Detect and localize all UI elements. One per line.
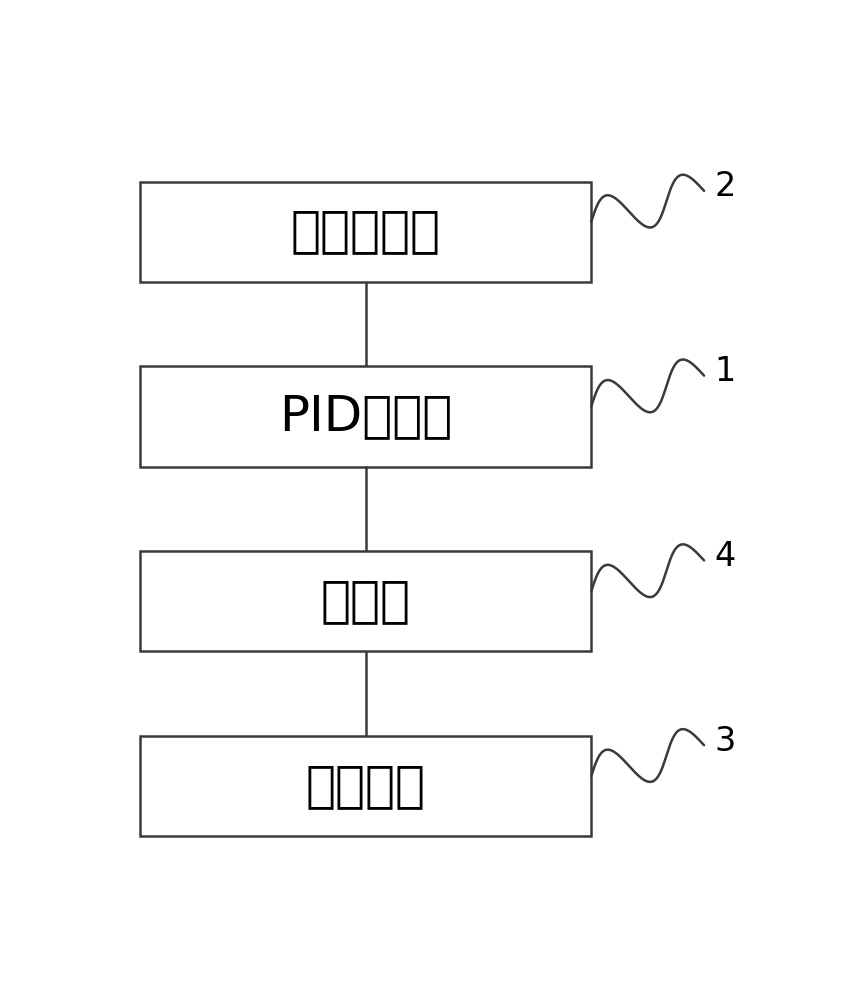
Text: 继电器: 继电器 bbox=[321, 577, 411, 625]
Text: 加热装置: 加热装置 bbox=[306, 762, 425, 810]
Text: 温度传感器: 温度传感器 bbox=[291, 208, 441, 256]
Text: PID控制器: PID控制器 bbox=[279, 392, 452, 440]
Text: 3: 3 bbox=[714, 725, 735, 758]
Bar bbox=[140, 182, 591, 282]
Bar bbox=[140, 366, 591, 466]
Text: 1: 1 bbox=[714, 355, 735, 388]
Text: 2: 2 bbox=[714, 170, 735, 203]
Bar bbox=[140, 736, 591, 836]
Bar bbox=[140, 551, 591, 651]
Text: 4: 4 bbox=[714, 540, 735, 573]
